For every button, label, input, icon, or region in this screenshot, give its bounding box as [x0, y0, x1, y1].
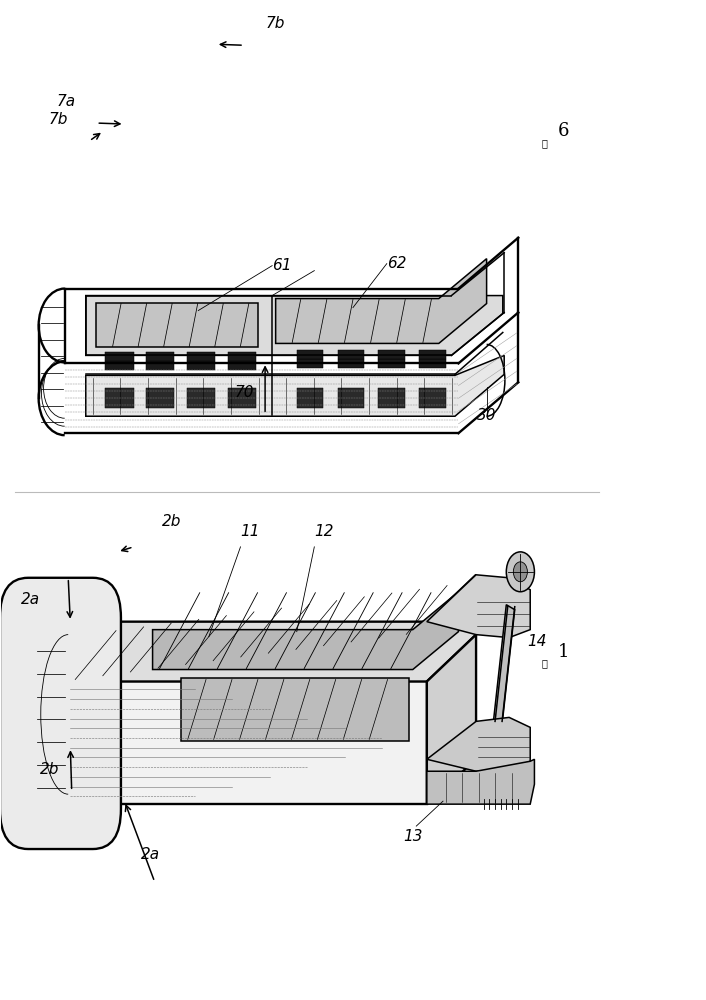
Polygon shape	[68, 681, 427, 804]
Text: 2b: 2b	[40, 762, 59, 777]
Polygon shape	[146, 361, 174, 370]
Polygon shape	[187, 352, 215, 361]
Text: 7a: 7a	[56, 94, 76, 109]
Text: 7b: 7b	[49, 112, 68, 127]
Text: 62: 62	[387, 256, 406, 271]
Polygon shape	[419, 388, 445, 408]
Circle shape	[506, 552, 534, 592]
Polygon shape	[297, 350, 323, 359]
Polygon shape	[419, 359, 445, 368]
Polygon shape	[427, 575, 530, 638]
Polygon shape	[181, 678, 409, 741]
Polygon shape	[427, 717, 530, 771]
Polygon shape	[427, 635, 476, 804]
Polygon shape	[105, 361, 133, 370]
Polygon shape	[378, 359, 405, 368]
Text: 1: 1	[558, 643, 570, 661]
Polygon shape	[146, 388, 174, 408]
Text: 2a: 2a	[21, 592, 40, 607]
Polygon shape	[378, 350, 405, 359]
Text: 6: 6	[558, 122, 570, 140]
Text: 11: 11	[241, 524, 260, 539]
Polygon shape	[68, 575, 476, 681]
Text: 2a: 2a	[140, 847, 160, 862]
Polygon shape	[105, 352, 133, 361]
Polygon shape	[85, 355, 504, 416]
Text: 14: 14	[527, 634, 547, 649]
Polygon shape	[378, 388, 405, 408]
Polygon shape	[146, 352, 174, 361]
Polygon shape	[152, 592, 458, 670]
Text: 61: 61	[272, 258, 292, 273]
Text: 図: 図	[542, 659, 547, 669]
Polygon shape	[228, 361, 256, 370]
Polygon shape	[337, 388, 364, 408]
Text: 70: 70	[234, 385, 253, 400]
Polygon shape	[493, 605, 515, 724]
Text: 図: 図	[542, 138, 547, 148]
Polygon shape	[419, 350, 445, 359]
Polygon shape	[105, 388, 133, 408]
Polygon shape	[337, 359, 364, 368]
Polygon shape	[85, 296, 503, 355]
Polygon shape	[187, 388, 215, 408]
Circle shape	[492, 778, 509, 802]
Polygon shape	[337, 350, 364, 359]
Polygon shape	[297, 388, 323, 408]
FancyBboxPatch shape	[0, 578, 121, 849]
Text: 13: 13	[403, 829, 422, 844]
Text: 7b: 7b	[265, 16, 285, 31]
Polygon shape	[427, 759, 534, 804]
Polygon shape	[96, 303, 258, 347]
Polygon shape	[275, 259, 486, 343]
Circle shape	[513, 562, 527, 582]
Polygon shape	[228, 352, 256, 361]
Polygon shape	[479, 781, 527, 799]
Polygon shape	[228, 388, 256, 408]
Text: 12: 12	[314, 524, 334, 539]
Text: 2b: 2b	[162, 514, 181, 529]
Text: 30: 30	[477, 408, 496, 423]
Polygon shape	[187, 361, 215, 370]
Polygon shape	[297, 359, 323, 368]
